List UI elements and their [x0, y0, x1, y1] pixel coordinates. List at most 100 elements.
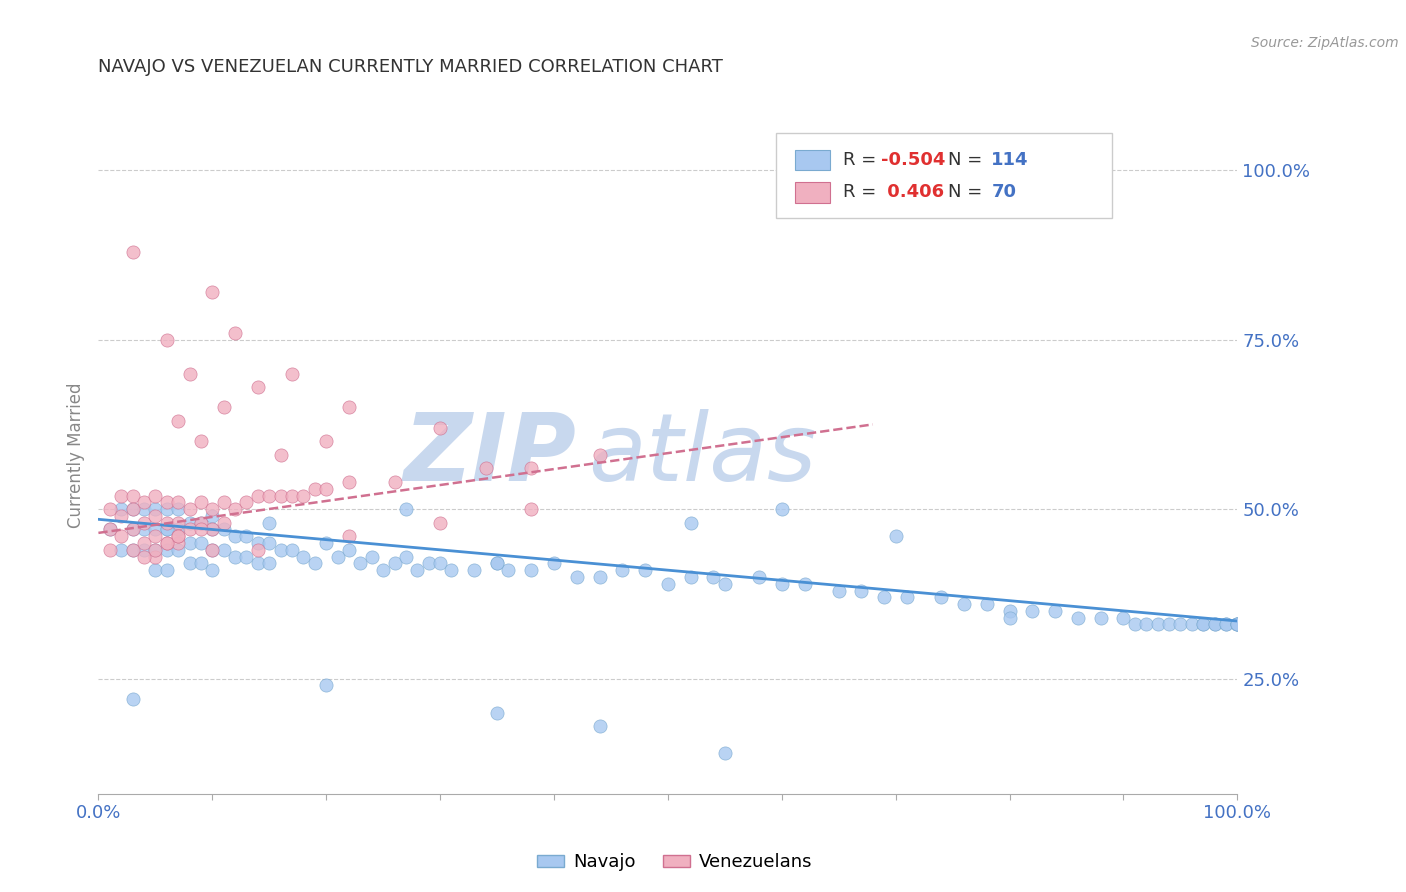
Point: [145, 489, 167, 503]
Point: [201, 542, 224, 557]
Text: 70: 70: [991, 184, 1017, 202]
Point: [304, 482, 326, 496]
Point: [156, 495, 179, 509]
Point: [1021, 604, 1043, 618]
Text: 0.406: 0.406: [880, 184, 943, 202]
Point: [418, 557, 440, 571]
Point: [1204, 617, 1226, 632]
Point: [1112, 610, 1135, 624]
Point: [212, 542, 235, 557]
Point: [224, 549, 246, 564]
Point: [235, 495, 257, 509]
Point: [201, 523, 224, 537]
Point: [201, 523, 224, 537]
Point: [156, 523, 179, 537]
Point: [612, 563, 634, 577]
Point: [179, 502, 201, 516]
Point: [201, 542, 224, 557]
Point: [110, 489, 132, 503]
Point: [167, 414, 190, 428]
Point: [190, 523, 212, 537]
Point: [246, 380, 269, 394]
Point: [190, 434, 212, 449]
Point: [212, 516, 235, 530]
Point: [132, 502, 155, 516]
Point: [337, 542, 360, 557]
Point: [486, 557, 509, 571]
Point: [246, 557, 269, 571]
Point: [259, 489, 281, 503]
Point: [1192, 617, 1215, 632]
Point: [588, 448, 610, 462]
Point: [1043, 604, 1066, 618]
Point: [1181, 617, 1204, 632]
Point: [145, 542, 167, 557]
Point: [770, 576, 793, 591]
Point: [110, 542, 132, 557]
Point: [167, 502, 190, 516]
Point: [98, 523, 121, 537]
Point: [190, 536, 212, 550]
Legend: Navajo, Venezuelans: Navajo, Venezuelans: [530, 847, 820, 879]
Point: [179, 536, 201, 550]
Point: [179, 557, 201, 571]
Point: [259, 557, 281, 571]
Point: [337, 529, 360, 543]
Point: [156, 333, 179, 347]
Point: [679, 570, 702, 584]
Point: [235, 549, 257, 564]
Point: [179, 367, 201, 381]
Point: [190, 495, 212, 509]
Point: [156, 536, 179, 550]
Point: [1226, 617, 1249, 632]
Point: [337, 401, 360, 415]
Text: R =: R =: [844, 151, 882, 169]
Point: [429, 421, 451, 435]
Point: [190, 516, 212, 530]
Point: [145, 523, 167, 537]
Point: [1067, 610, 1090, 624]
Point: [349, 557, 371, 571]
Point: [167, 495, 190, 509]
Point: [201, 563, 224, 577]
Point: [270, 489, 292, 503]
Text: N =: N =: [948, 151, 988, 169]
Point: [304, 557, 326, 571]
Point: [1215, 617, 1237, 632]
Point: [167, 542, 190, 557]
Point: [292, 549, 315, 564]
Point: [121, 502, 143, 516]
Point: [384, 475, 406, 489]
Point: [281, 542, 304, 557]
Point: [565, 570, 588, 584]
Text: NAVAJO VS VENEZUELAN CURRENTLY MARRIED CORRELATION CHART: NAVAJO VS VENEZUELAN CURRENTLY MARRIED C…: [98, 58, 723, 76]
Point: [1204, 617, 1226, 632]
Point: [953, 597, 976, 611]
Point: [1192, 617, 1215, 632]
Point: [121, 502, 143, 516]
Text: -0.504: -0.504: [880, 151, 945, 169]
FancyBboxPatch shape: [796, 150, 830, 169]
Point: [201, 502, 224, 516]
Point: [224, 326, 246, 340]
Text: atlas: atlas: [588, 409, 817, 500]
Point: [110, 508, 132, 523]
Point: [1135, 617, 1157, 632]
Point: [395, 502, 418, 516]
Point: [167, 516, 190, 530]
Point: [235, 529, 257, 543]
Point: [292, 489, 315, 503]
Point: [167, 536, 190, 550]
Point: [132, 536, 155, 550]
Point: [156, 502, 179, 516]
Point: [770, 502, 793, 516]
Point: [714, 746, 737, 760]
Point: [384, 557, 406, 571]
Point: [179, 523, 201, 537]
Point: [851, 583, 873, 598]
Point: [520, 502, 543, 516]
Point: [486, 557, 509, 571]
Text: ZIP: ZIP: [404, 409, 576, 501]
Point: [132, 542, 155, 557]
Point: [395, 549, 418, 564]
